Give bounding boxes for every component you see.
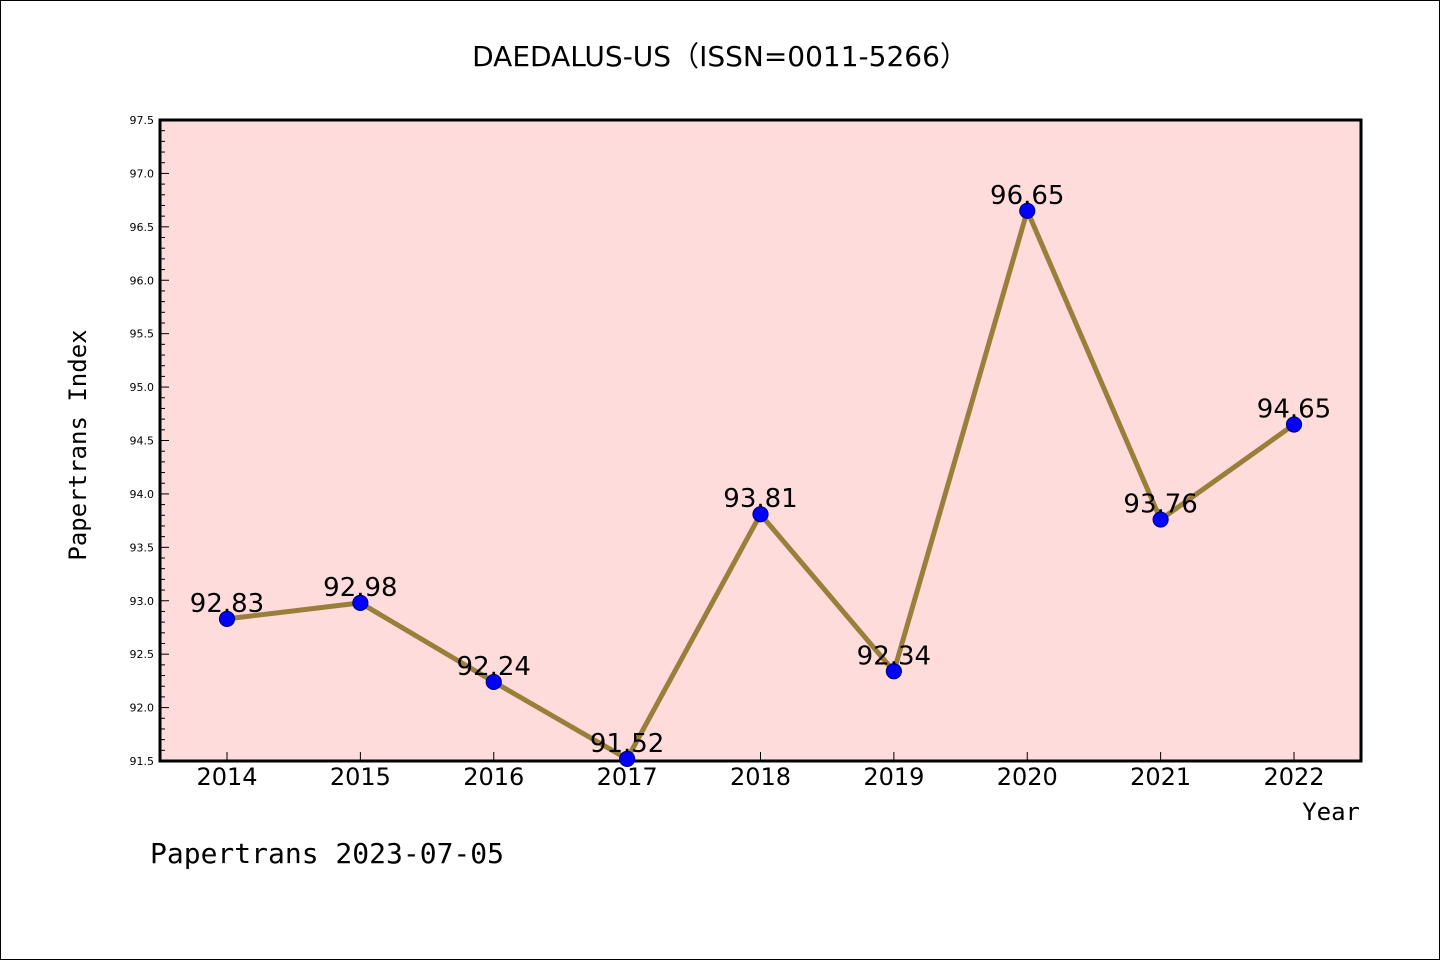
y-axis-ticks	[160, 119, 169, 762]
data-points	[218, 202, 1303, 767]
data-point	[1019, 202, 1036, 219]
data-point	[218, 610, 236, 628]
x-axis-label: Year	[1302, 798, 1360, 826]
data-label: 91.52	[590, 729, 664, 759]
x-axis-tick-labels: 2014 2015 2016 2017 2018 2019 2020 2021 2022	[196, 763, 1324, 791]
data-label: 92.98	[323, 573, 397, 603]
y-axis-label: Papertrans Index	[64, 329, 92, 560]
data-label: 92.34	[857, 641, 931, 671]
x-tick-label: 2016	[463, 763, 524, 791]
data-label: 92.24	[457, 652, 531, 682]
chart-title: DAEDALUS-US（ISSN=0011-5266）	[472, 40, 968, 73]
footer-note: Papertrans 2023-07-05	[150, 837, 504, 870]
x-tick-label: 2020	[997, 763, 1058, 791]
plot-area	[158, 118, 1363, 763]
y-tick-label: 97.5	[130, 114, 155, 127]
data-label: 92.83	[190, 589, 264, 619]
data-point	[485, 673, 502, 691]
y-tick-label: 91.5	[130, 755, 155, 768]
x-tick-label: 2019	[863, 763, 924, 791]
y-tick-label: 94.5	[130, 435, 155, 448]
y-tick-label: 96.5	[130, 221, 155, 234]
data-point	[352, 594, 369, 611]
x-tick-label: 2018	[730, 763, 791, 791]
data-label: 93.81	[723, 484, 797, 514]
y-tick-label: 95.0	[130, 381, 155, 394]
data-point	[1152, 511, 1169, 528]
y-tick-label: 95.5	[130, 328, 155, 341]
data-label: 93.76	[1123, 490, 1197, 520]
data-label: 94.65	[1257, 394, 1331, 424]
data-point	[752, 506, 769, 523]
y-tick-label: 94.0	[130, 488, 155, 501]
y-tick-label: 96.0	[130, 274, 155, 287]
y-tick-label: 92.0	[130, 702, 155, 715]
data-point	[885, 663, 902, 680]
data-labels: 92.83 92.98 92.24 91.52 93.81 92.34 96.65 93.76…	[190, 181, 1331, 759]
y-axis-tick-labels: 91.5 92.0 92.5 93.0 93.5 94.0 94.5 95.0 95.5 96.0…	[130, 114, 155, 768]
data-point	[619, 750, 636, 767]
y-tick-label: 92.5	[130, 648, 155, 661]
y-tick-label: 97.0	[130, 167, 155, 180]
data-point	[1285, 416, 1303, 433]
y-tick-label: 93.0	[130, 595, 155, 608]
y-tick-label: 93.5	[130, 541, 155, 554]
x-tick-label: 2021	[1130, 763, 1191, 791]
x-tick-label: 2015	[330, 763, 391, 791]
x-tick-label: 2014	[196, 763, 257, 791]
x-tick-label: 2017	[597, 763, 658, 791]
data-label: 96.65	[990, 181, 1064, 211]
x-tick-label: 2022	[1263, 763, 1324, 791]
